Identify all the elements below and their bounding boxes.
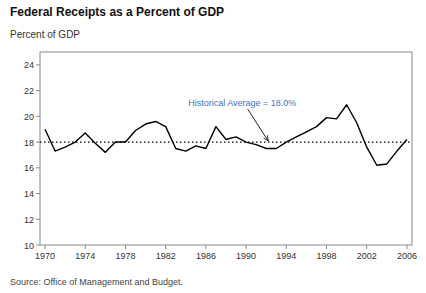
x-tick-label: 1978 bbox=[115, 251, 135, 261]
y-tick-label: 18 bbox=[24, 138, 34, 148]
x-tick-label: 1998 bbox=[317, 251, 337, 261]
x-tick bbox=[165, 245, 166, 249]
x-tick bbox=[45, 245, 46, 249]
x-tick bbox=[246, 245, 247, 249]
x-tick bbox=[125, 245, 126, 249]
x-tick-label: 1982 bbox=[156, 251, 176, 261]
x-tick-label: 1974 bbox=[75, 251, 95, 261]
y-tick-label: 14 bbox=[24, 189, 34, 199]
y-tick-label: 16 bbox=[24, 163, 34, 173]
y-tick bbox=[36, 193, 40, 194]
annotation-arrow bbox=[248, 109, 269, 141]
title: Federal Receipts as a Percent of GDP bbox=[10, 5, 224, 19]
y-tick bbox=[36, 90, 40, 91]
x-tick-label: 1990 bbox=[236, 251, 256, 261]
y-tick-label: 20 bbox=[24, 112, 34, 122]
y-tick-label: 24 bbox=[24, 60, 34, 70]
source-note: Source: Office of Management and Budget. bbox=[10, 277, 183, 287]
series-line bbox=[45, 105, 407, 165]
y-tick-label: 12 bbox=[24, 215, 34, 225]
plot-frame bbox=[40, 52, 412, 245]
chart: Federal Receipts as a Percent of GDP Perc… bbox=[0, 0, 426, 293]
y-tick-label: 10 bbox=[24, 241, 34, 251]
y-tick bbox=[36, 142, 40, 143]
y-tick bbox=[36, 116, 40, 117]
x-tick-label: 1994 bbox=[276, 251, 296, 261]
x-tick-label: 1970 bbox=[35, 251, 55, 261]
y-tick bbox=[36, 219, 40, 220]
x-tick bbox=[205, 245, 206, 249]
reference-line bbox=[40, 141, 412, 142]
x-tick bbox=[286, 245, 287, 249]
x-tick bbox=[85, 245, 86, 249]
y-axis-label: Percent of GDP bbox=[10, 29, 80, 40]
x-tick-label: 2006 bbox=[397, 251, 417, 261]
y-tick-label: 22 bbox=[24, 86, 34, 96]
annotation-text: Historical Average = 18.0% bbox=[188, 98, 296, 108]
x-tick bbox=[366, 245, 367, 249]
y-tick bbox=[36, 167, 40, 168]
y-tick bbox=[36, 245, 40, 246]
plot-area bbox=[40, 105, 412, 165]
x-tick bbox=[326, 245, 327, 249]
x-tick bbox=[406, 245, 407, 249]
x-tick-label: 2002 bbox=[357, 251, 377, 261]
y-tick bbox=[36, 64, 40, 65]
x-tick-label: 1986 bbox=[196, 251, 216, 261]
